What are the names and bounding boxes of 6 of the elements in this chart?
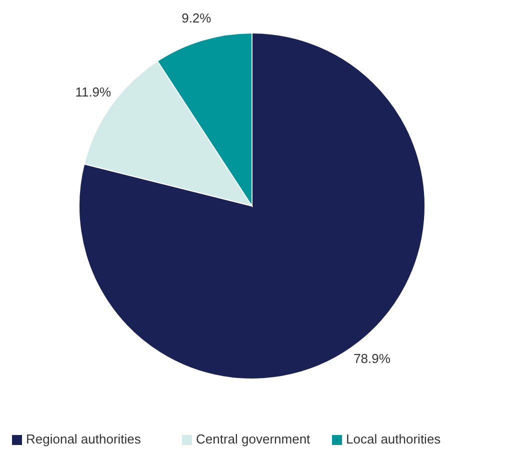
data-label: 11.9% bbox=[75, 84, 112, 100]
data-label: 9.2% bbox=[182, 10, 212, 26]
legend-label: Local authorities bbox=[346, 431, 442, 446]
data-label: 78.9% bbox=[354, 351, 391, 366]
legend-label: Regional authorities bbox=[26, 431, 142, 446]
legend-label: Central government bbox=[196, 431, 311, 446]
